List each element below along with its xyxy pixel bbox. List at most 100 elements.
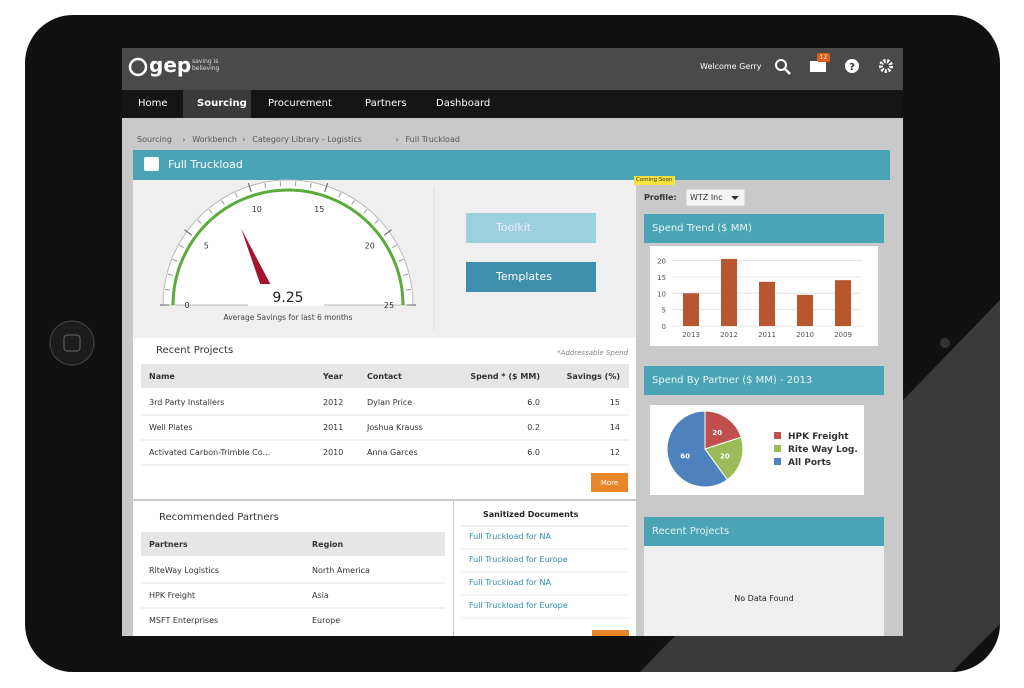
bar	[759, 281, 775, 326]
mail-icon[interactable]	[810, 61, 826, 72]
partners-header	[141, 532, 445, 556]
more-label[interactable]: More	[600, 479, 619, 487]
nav-item[interactable]: Sourcing	[197, 98, 247, 109]
legend-label: HPK Freight	[788, 432, 849, 442]
logo: gep	[149, 53, 192, 77]
svg-text:?: ?	[849, 62, 855, 73]
gauge-minor	[264, 183, 267, 189]
legend-label: All Ports	[788, 458, 831, 468]
breadcrumb-item: Full Truckload	[405, 135, 460, 144]
help-icon[interactable]	[845, 59, 859, 73]
nav-item[interactable]: Dashboard	[436, 98, 491, 109]
x-tick-label: 2012	[720, 331, 738, 339]
home-button[interactable]	[49, 320, 95, 366]
gauge-minor	[208, 209, 213, 214]
column-header: Partners	[149, 540, 188, 549]
partners-panel	[133, 501, 453, 636]
profile-select[interactable]	[685, 188, 746, 207]
breadcrumb-item[interactable]: Workbench	[192, 135, 237, 144]
breadcrumb-sep: ›	[182, 135, 186, 144]
gauge-minor	[309, 183, 312, 189]
badge	[817, 53, 830, 62]
table-cell: 2012	[323, 398, 344, 407]
table-cell: 14	[609, 423, 620, 432]
legend-swatch	[774, 445, 781, 452]
panel-title: Spend By Partner ($ MM) - 2013	[652, 375, 813, 386]
profile-value[interactable]: WTZ Inc	[690, 193, 723, 202]
table-cell: Anna Garces	[367, 448, 418, 457]
gauge-minor	[197, 219, 202, 224]
header-bar	[122, 48, 903, 90]
table-cell: Europe	[312, 616, 341, 625]
pie-slice	[704, 410, 742, 450]
gauge-tick-label: 25	[384, 301, 394, 310]
coming-soon: Coming Soon	[634, 176, 675, 185]
breadcrumb-item[interactable]: Sourcing	[137, 135, 172, 144]
badge-count: 12	[819, 54, 828, 61]
more-button[interactable]	[591, 473, 628, 492]
spend-trend-header	[644, 214, 884, 243]
pie-label: 20	[720, 452, 730, 460]
gauge-minor	[338, 192, 342, 198]
document-link[interactable]: Full Truckload for NA	[469, 578, 551, 587]
table-cell: MSFT Enterprises	[149, 616, 219, 625]
column-header: Year	[323, 372, 343, 381]
y-tick-label: 0	[662, 323, 666, 331]
document-link[interactable]: Full Truckload for NA	[469, 532, 551, 541]
welcome: Welcome Gerry	[700, 62, 762, 71]
nav-bar	[122, 90, 903, 118]
empty-state: No Data Found	[734, 594, 794, 603]
gauge-tick	[324, 183, 329, 192]
gauge-value: 9.25	[272, 290, 303, 306]
gauge-readout	[248, 284, 324, 306]
gauge-tick-label: 15	[314, 205, 324, 214]
table-cell: RiteWay Logistics	[149, 566, 220, 575]
nav-active	[183, 90, 251, 118]
search-icon[interactable]	[775, 59, 787, 71]
gauge-tick	[383, 229, 392, 236]
nav-item[interactable]: Home	[138, 98, 168, 109]
table-cell: HPK Freight	[149, 591, 196, 600]
settings-icon[interactable]	[879, 59, 893, 73]
section-title: Recommended Partners	[159, 512, 279, 523]
y-tick-label: 20	[657, 258, 666, 266]
pie-slice	[666, 410, 729, 488]
partner-header	[644, 366, 884, 395]
toolkit-button[interactable]: Toolkit	[466, 213, 596, 243]
bar	[721, 258, 737, 326]
breadcrumb-sep: ›	[242, 135, 246, 144]
pie-label: 20	[712, 429, 722, 437]
section-title: Recent Projects	[156, 345, 234, 356]
nav-item[interactable]: Procurement	[268, 98, 332, 109]
page-title: Full Truckload	[168, 158, 243, 171]
table-cell: 2010	[323, 448, 344, 457]
document-link[interactable]: Full Truckload for Europe	[469, 601, 568, 610]
table-cell: 2011	[323, 423, 344, 432]
templates-button[interactable]: Templates	[466, 262, 596, 292]
y-tick-label: 15	[657, 274, 666, 282]
pie-slice	[704, 436, 744, 481]
gauge-minor	[167, 273, 173, 276]
table-cell: Well Plates	[149, 423, 193, 432]
table-cell: Joshua Krauss	[367, 423, 423, 432]
bar	[797, 294, 813, 326]
panel-title: Recent Projects	[652, 526, 730, 537]
recent-right-box	[644, 546, 884, 636]
gauge-minor	[363, 209, 368, 214]
nav-item[interactable]: Partners	[365, 98, 407, 109]
document-link[interactable]: Full Truckload for Europe	[469, 555, 568, 564]
table-header	[141, 364, 629, 388]
table-cell: 15	[609, 398, 620, 407]
table-cell: Asia	[312, 591, 329, 600]
column-header: Savings (%)	[566, 372, 620, 381]
breadcrumb-item[interactable]: Category Library - Logistics	[252, 135, 362, 144]
gauge-minor	[392, 244, 397, 249]
column-header: Region	[312, 540, 344, 549]
gauge-minor	[234, 192, 238, 198]
table-cell: 6.0	[527, 448, 540, 457]
recent-projects-panel	[133, 338, 636, 499]
legend-swatch	[774, 458, 781, 465]
legend-swatch	[774, 432, 781, 439]
